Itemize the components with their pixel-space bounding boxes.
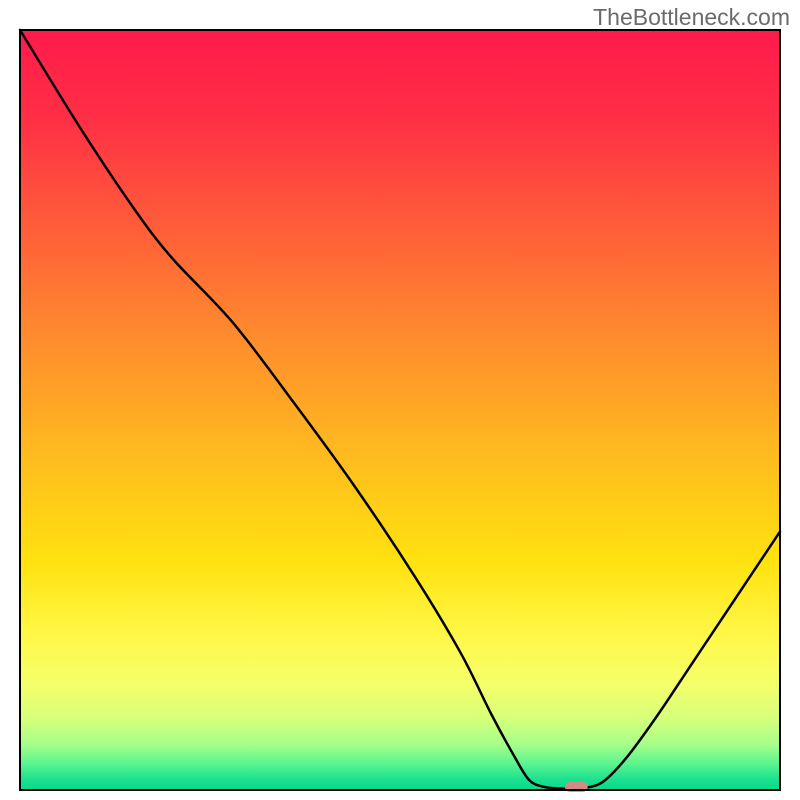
plot-background	[20, 30, 780, 790]
bottleneck-chart	[0, 0, 800, 800]
watermark-label: TheBottleneck.com	[593, 4, 790, 31]
plot-area	[20, 30, 780, 792]
